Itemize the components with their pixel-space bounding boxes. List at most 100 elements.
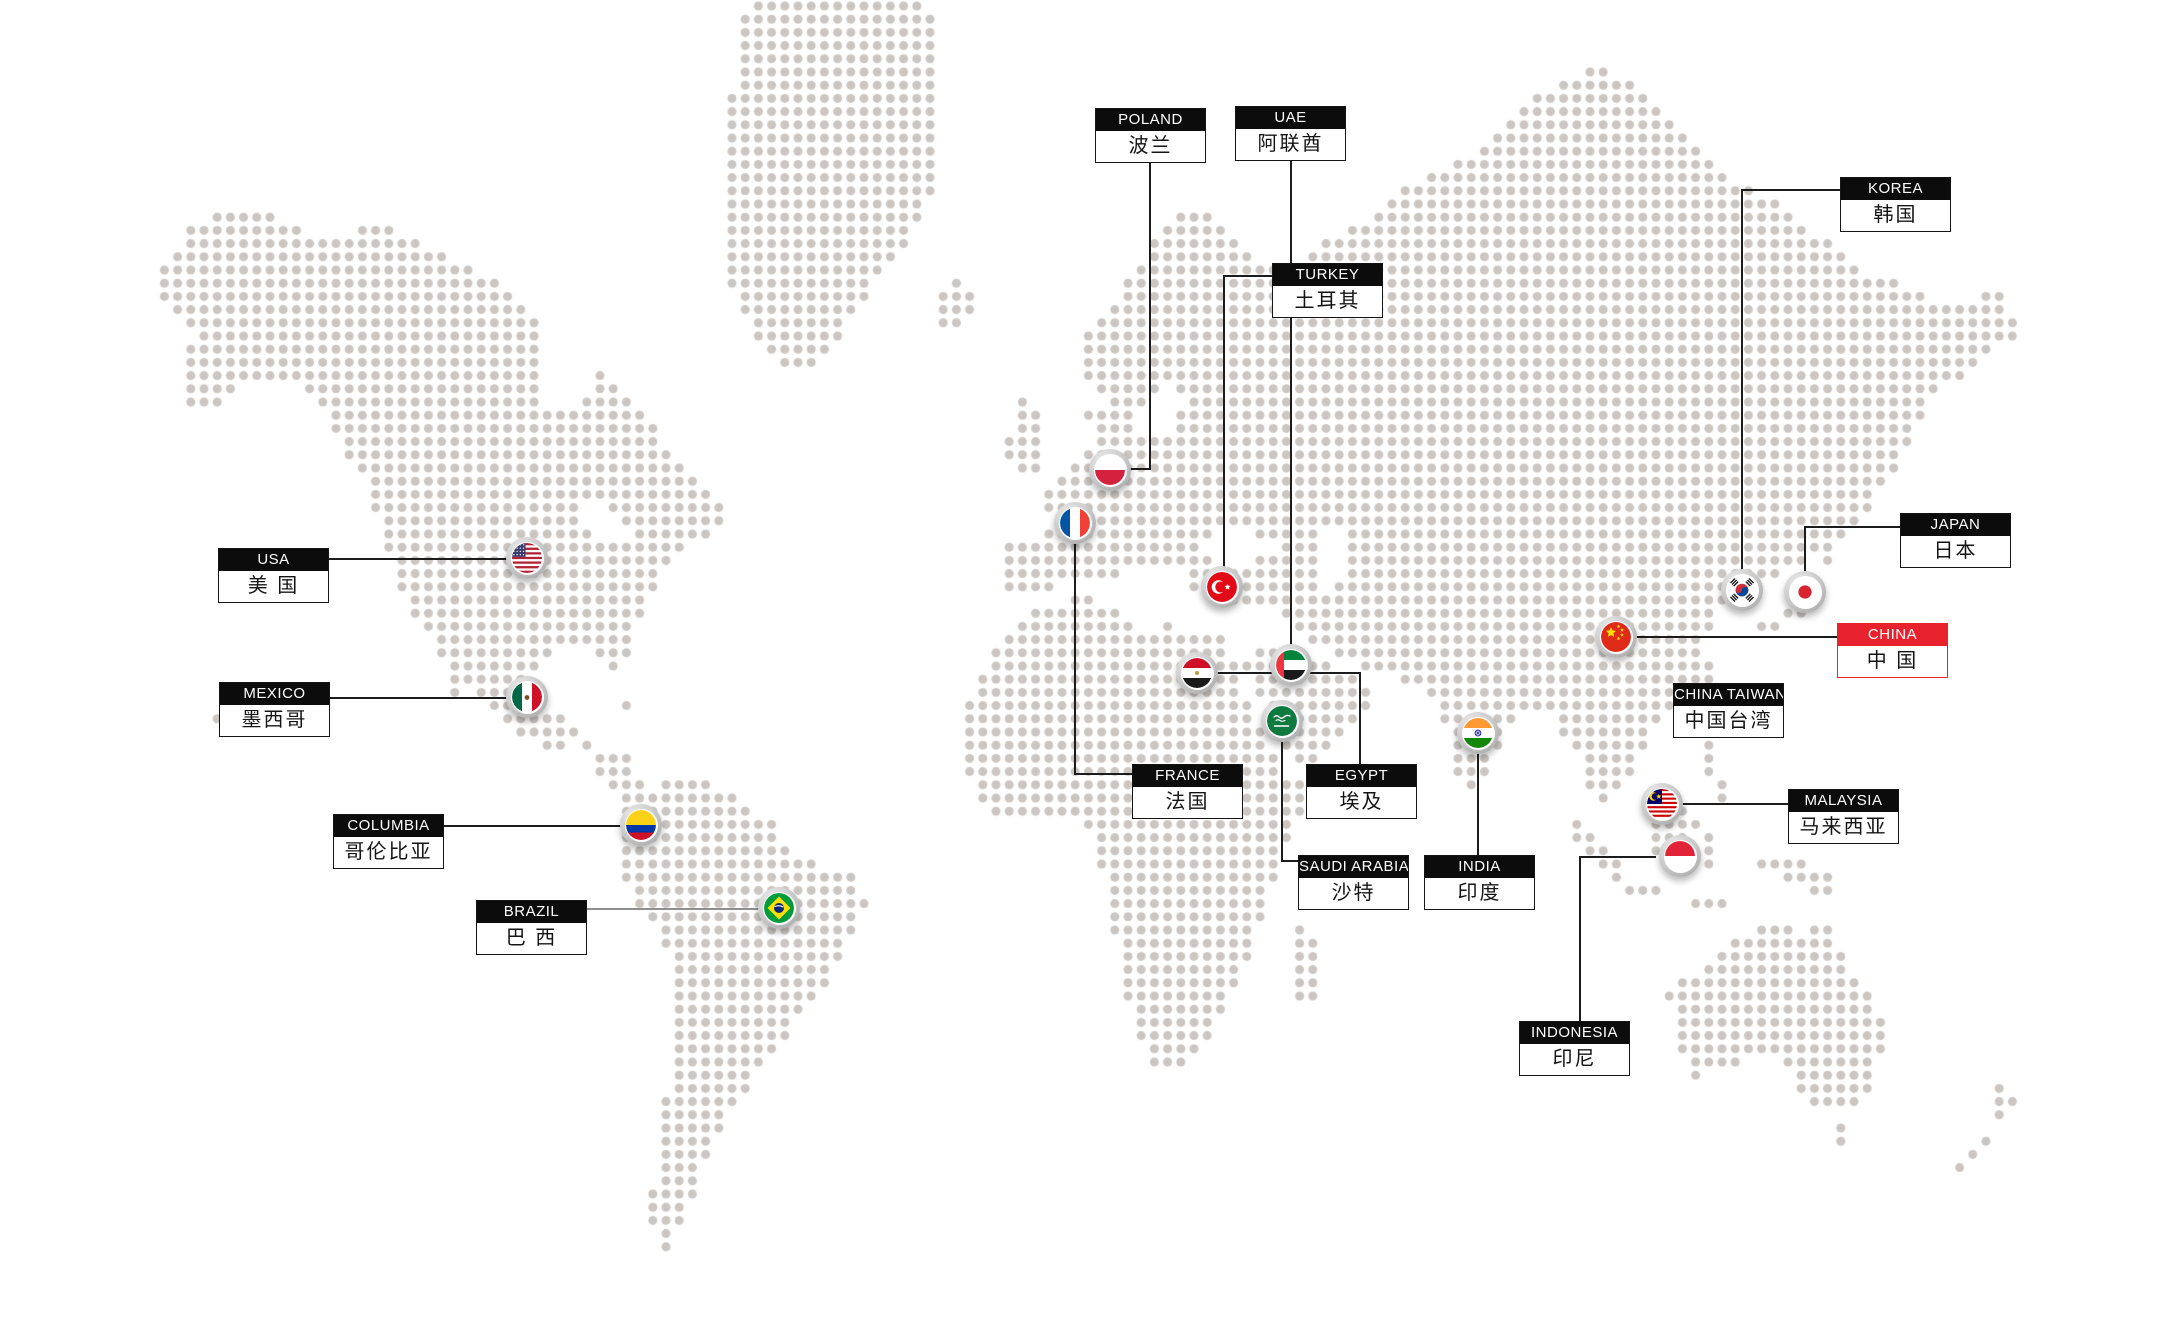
country-label-poland: POLAND 波兰 [1095,108,1206,163]
flag-ring [762,891,796,925]
flag-ring [1599,620,1633,654]
country-name-zh: 巴 西 [505,927,558,949]
country-label-saudi_arabia: SAUDI ARABIA 沙特 [1298,855,1409,910]
country-name-zh: 波兰 [1128,135,1173,157]
map-pin-china [1595,616,1637,658]
country-name-zh: 印度 [1457,882,1502,904]
egypt-flag-icon [1182,658,1212,688]
country-label-india: INDIA 印度 [1424,855,1535,910]
indonesia-flag-icon [1665,841,1695,871]
connector-line-japan [1804,526,1900,592]
map-pin-japan [1784,571,1826,613]
country-name-en: INDIA [1425,856,1534,878]
map-pin-turkey [1201,566,1243,608]
country-name-en: UAE [1236,107,1345,129]
connector-line-france [1074,523,1132,775]
map-pin-india [1457,712,1499,754]
japan-flag-icon [1790,577,1820,607]
flag-ring [1725,573,1759,607]
flag-ring [1788,575,1822,609]
country-name-zh: 日本 [1933,540,1978,562]
flag-ring [510,541,544,575]
columbia-flag-icon [626,810,656,840]
connector-line-egypt [1197,672,1361,764]
country-name-zh: 哥伦比亚 [344,841,433,863]
uae-flag-icon [1276,650,1306,680]
france-flag-icon [1060,508,1090,538]
brazil-flag-icon [764,893,794,923]
map-pin-poland [1089,449,1131,491]
connector-line-poland [1112,162,1151,470]
connector-line-turkey [1223,275,1272,587]
country-name-zh: 埃及 [1339,791,1384,813]
map-pin-france [1054,502,1096,544]
country-name-en: EGYPT [1307,765,1416,787]
map-pin-columbia [620,804,662,846]
country-label-columbia: COLUMBIA 哥伦比亚 [333,814,444,869]
map-pin-saudi_arabia [1261,700,1303,742]
country-name-en: USA [219,549,328,571]
country-name-en: CHINA [1838,624,1947,646]
country-name-zh: 中国台湾 [1684,710,1773,732]
country-name-en: KOREA [1841,178,1950,200]
country-name-zh: 沙特 [1331,882,1376,904]
country-label-usa: USA 美 国 [218,548,329,603]
country-name-zh: 中 国 [1866,650,1919,672]
map-pin-uae [1270,644,1312,686]
country-name-en: COLUMBIA [334,815,443,837]
flag-ring [1265,704,1299,738]
country-name-en: MALAYSIA [1789,790,1898,812]
connector-line-korea [1741,189,1840,590]
malaysia-flag-icon [1647,789,1677,819]
country-label-mexico: MEXICO 墨西哥 [219,682,330,737]
country-label-uae: UAE 阿联酋 [1235,106,1346,161]
india-flag-icon [1463,718,1493,748]
flag-ring [1093,453,1127,487]
flag-ring [1461,716,1495,750]
country-name-en: POLAND [1096,109,1205,131]
country-name-en: SAUDI ARABIA [1299,856,1408,878]
map-pin-korea [1721,569,1763,611]
country-label-japan: JAPAN 日本 [1900,513,2011,568]
flag-ring [624,808,658,842]
country-name-en: CHINA TAIWAN [1674,684,1783,706]
country-name-en: BRAZIL [477,901,586,923]
country-name-zh: 法国 [1165,791,1210,813]
connector-line-saudi_arabia [1281,721,1298,862]
map-pin-mexico [506,676,548,718]
flag-ring [1058,506,1092,540]
country-label-france: FRANCE 法国 [1132,764,1243,819]
country-name-zh: 美 国 [247,575,300,597]
flag-ring [510,680,544,714]
country-name-zh: 土耳其 [1294,290,1361,312]
country-name-zh: 墨西哥 [241,709,308,731]
usa-flag-icon [512,543,542,573]
map-pin-indonesia [1659,835,1701,877]
flag-ring [1180,656,1214,690]
country-label-china_taiwan: CHINA TAIWAN 中国台湾 [1673,683,1784,738]
country-label-china: CHINA 中 国 [1837,623,1948,678]
map-pin-malaysia [1641,783,1683,825]
country-label-indonesia: INDONESIA 印尼 [1519,1021,1630,1076]
mexico-flag-icon [512,682,542,712]
country-name-en: JAPAN [1901,514,2010,536]
korea-flag-icon [1727,575,1757,605]
map-pin-usa [506,537,548,579]
map-pin-brazil [758,887,800,929]
country-name-en: TURKEY [1273,264,1382,286]
country-name-en: FRANCE [1133,765,1242,787]
flag-ring [1663,839,1697,873]
map-pin-egypt [1176,652,1218,694]
flag-ring [1205,570,1239,604]
flag-ring [1645,787,1679,821]
poland-flag-icon [1095,455,1125,485]
saudi-arabia-flag-icon [1267,706,1297,736]
country-label-malaysia: MALAYSIA 马来西亚 [1788,789,1899,844]
country-label-korea: KOREA 韩国 [1840,177,1951,232]
connector-line-indonesia [1579,856,1656,1021]
country-name-zh: 韩国 [1873,204,1918,226]
country-label-egypt: EGYPT 埃及 [1306,764,1417,819]
